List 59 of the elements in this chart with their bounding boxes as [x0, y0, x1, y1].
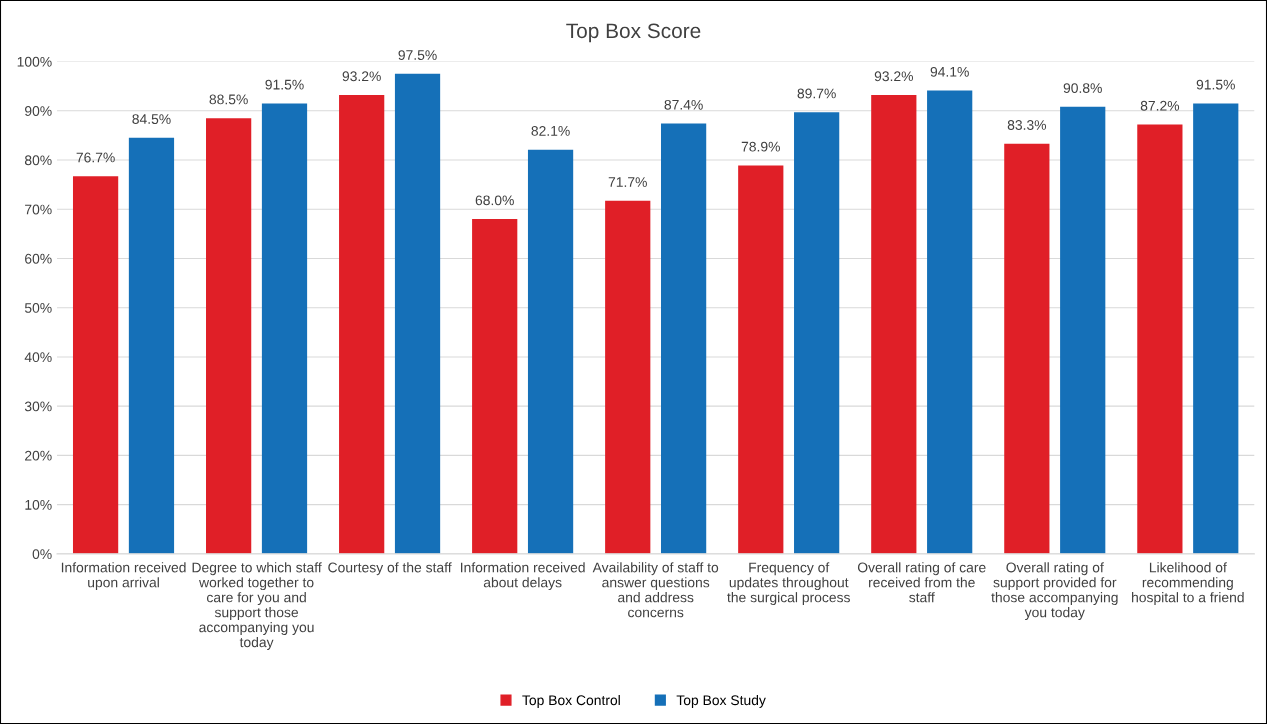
bar — [1137, 124, 1183, 554]
bar — [206, 118, 252, 554]
bar — [72, 176, 119, 554]
bar — [1004, 143, 1050, 554]
y-tick-label: 30% — [24, 401, 52, 412]
data-label: 88.5% — [209, 94, 248, 105]
data-label: 83.3% — [1007, 120, 1047, 130]
bar — [472, 219, 518, 554]
bar — [794, 112, 840, 554]
y-tick-label: 60% — [25, 253, 52, 264]
data-label: 91.5% — [1196, 79, 1235, 90]
bar — [605, 200, 651, 554]
data-label: 76.7% — [76, 152, 115, 163]
x-tick-label: Information received about delays — [461, 562, 585, 591]
x-tick-label: Overall rating of support provided for those accompanying you today — [991, 562, 1118, 621]
data-label: 93.2% — [874, 71, 913, 82]
y-tick-label: 10% — [25, 499, 52, 510]
x-tick-label: Frequency of updates throughout the surgical process — [727, 562, 850, 606]
y-tick-label: 90% — [25, 106, 52, 116]
bar — [871, 95, 917, 554]
y-tick-label: 20% — [25, 450, 52, 461]
data-label: 71.7% — [608, 177, 647, 187]
bar — [339, 95, 385, 554]
chart-title: Top Box Score — [566, 23, 701, 43]
data-label: 78.9% — [741, 141, 780, 152]
y-tick-label: 0% — [32, 549, 52, 560]
x-tick-label: Overall rating of care received from the staff — [857, 562, 986, 603]
data-label: 97.5% — [398, 50, 437, 60]
bar — [738, 165, 784, 554]
x-tick-label: Information received upon arrival — [61, 562, 186, 591]
bar — [927, 90, 973, 554]
bar — [527, 149, 574, 554]
data-label: 90.8% — [1063, 83, 1102, 93]
bar — [394, 73, 441, 554]
legend-label: Top Box Study — [676, 694, 766, 708]
y-tick-label: 50% — [24, 303, 52, 313]
bar — [1060, 106, 1106, 554]
data-label: 91.5% — [265, 79, 304, 90]
data-label: 89.7% — [797, 88, 836, 99]
bar — [261, 103, 308, 554]
y-tick-label: 80% — [24, 155, 52, 166]
x-tick-label: Availability of staff to answer questions and address concerns — [592, 562, 719, 618]
legend-label: Top Box Control — [522, 694, 620, 708]
x-tick-label: Degree to which staff worked together to care for you and support those accompanying you today — [192, 562, 322, 650]
x-tick-label: Likelihood of recommending hospital to a friend — [1132, 562, 1244, 606]
x-tick-label: Courtesy of the staff — [328, 562, 452, 576]
bar — [1193, 103, 1239, 554]
y-tick-label: 70% — [25, 204, 52, 215]
data-label: 93.2% — [342, 71, 381, 82]
data-label: 82.1% — [531, 125, 570, 136]
data-label: 87.2% — [1140, 100, 1180, 111]
data-label: 84.5% — [132, 114, 171, 124]
y-tick-label: 40% — [24, 352, 52, 363]
y-tick-label: 100% — [17, 56, 52, 67]
bar — [128, 137, 175, 554]
data-label: 68.0% — [475, 195, 514, 206]
data-label: 94.1% — [930, 66, 969, 77]
bar — [660, 123, 707, 554]
data-label: 87.4% — [664, 99, 703, 110]
